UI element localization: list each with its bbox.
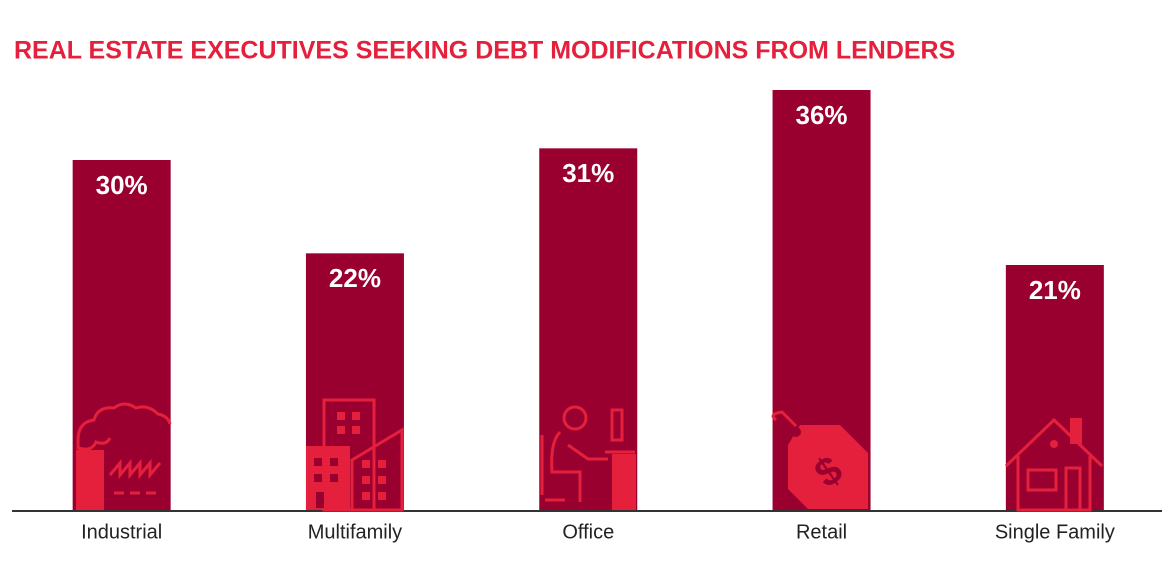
bar: [539, 148, 638, 511]
x-tick-label: Retail: [796, 521, 847, 543]
chart-title: REAL ESTATE EXECUTIVES SEEKING DEBT MODI…: [14, 37, 955, 65]
office-icon: [540, 405, 636, 510]
x-tick-label: Multifamily: [308, 521, 402, 543]
factory-icon: [76, 402, 172, 510]
value-label: 30%: [96, 170, 148, 200]
x-tick-label: Single Family: [995, 521, 1115, 543]
value-label: 36%: [796, 100, 848, 130]
icons: $: [76, 398, 1104, 512]
x-tick-label: Industrial: [81, 521, 162, 543]
value-label: 31%: [562, 158, 614, 188]
value-label: 22%: [329, 263, 381, 293]
tag-icon: $: [771, 410, 868, 509]
buildings-icon: [306, 398, 404, 512]
house-icon: [1004, 417, 1104, 512]
x-tick-label: Office: [562, 521, 614, 543]
value-label: 21%: [1029, 275, 1081, 305]
